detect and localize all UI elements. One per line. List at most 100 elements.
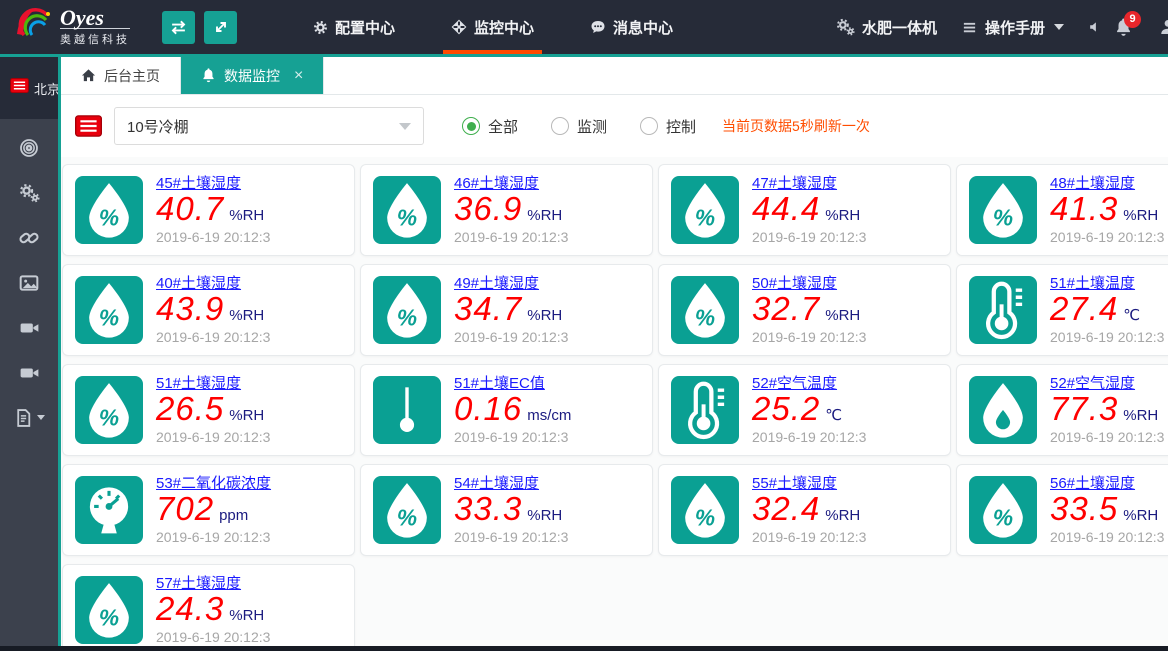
sensor-timestamp: 2019-6-19 20:12:3 (156, 529, 271, 545)
sensor-unit: %RH (1123, 507, 1159, 524)
sidebar-nav (0, 119, 58, 440)
sensor-value: 702 (156, 490, 215, 527)
sensor-value: 33.5 (1050, 490, 1119, 527)
sensor-title-link[interactable]: 54#土壤湿度 (454, 475, 540, 492)
target-icon[interactable] (0, 125, 58, 170)
sensor-card[interactable]: 51#土壤温度 27.4 ℃ 2019-6-19 20:12:3 (956, 264, 1168, 356)
sensor-title-link[interactable]: 49#土壤湿度 (454, 275, 540, 292)
home-icon (81, 68, 96, 83)
sensor-card[interactable]: 51#土壤EC值 0.16 ms/cm 2019-6-19 20:12:3 (360, 364, 653, 456)
image-icon[interactable] (0, 260, 58, 305)
header-right: 水肥一体机 操作手册 9 (836, 10, 1168, 38)
sensor-card[interactable]: % 48#土壤湿度 41.3 %RH 2019-6-19 20:12:3 (956, 164, 1168, 256)
sensor-value: 27.4 (1050, 290, 1119, 327)
camera-icon[interactable] (0, 350, 58, 395)
top-header: Oyes 奥越信科技 配置中心 (0, 0, 1168, 57)
sensor-title-link[interactable]: 51#土壤EC值 (454, 375, 545, 392)
sensor-card[interactable]: % 57#土壤湿度 24.3 %RH 2019-6-19 20:12:3 (62, 564, 355, 651)
tab-bar: 后台主页 数据监控 × (61, 57, 1168, 95)
radio-control[interactable]: 控制 (640, 116, 696, 137)
sensor-card[interactable]: % 46#土壤湿度 36.9 %RH 2019-6-19 20:12:3 (360, 164, 653, 256)
sensor-card[interactable]: % 54#土壤湿度 33.3 %RH 2019-6-19 20:12:3 (360, 464, 653, 556)
nav-message-center[interactable]: 消息中心 (576, 0, 687, 54)
soil-moisture-icon: % (671, 276, 739, 344)
sensor-title-link[interactable]: 45#土壤湿度 (156, 175, 242, 192)
sensor-title-link[interactable]: 55#土壤湿度 (752, 475, 838, 492)
soil-moisture-icon: % (75, 576, 143, 644)
sensor-unit: %RH (527, 507, 563, 524)
soil-moisture-icon: % (969, 476, 1037, 544)
sensor-title-link[interactable]: 51#土壤湿度 (156, 375, 242, 392)
nav-monitor-center[interactable]: 监控中心 (437, 0, 548, 54)
sensor-title-link[interactable]: 52#空气温度 (752, 375, 838, 392)
swap-icon[interactable] (162, 10, 195, 44)
gears-icon (836, 18, 855, 36)
sensor-value: 33.3 (454, 490, 523, 527)
sensor-title-link[interactable]: 56#土壤湿度 (1050, 475, 1136, 492)
close-icon[interactable]: × (294, 66, 304, 84)
sensor-card[interactable]: % 49#土壤湿度 34.7 %RH 2019-6-19 20:12:3 (360, 264, 653, 356)
region-indicator[interactable]: 北京 (0, 57, 58, 119)
ec-probe-icon (373, 376, 441, 444)
volume-icon[interactable] (1088, 20, 1102, 34)
tab-label: 数据监控 (224, 67, 280, 84)
sensor-unit: %RH (527, 207, 563, 224)
sensor-card[interactable]: 53#二氧化碳浓度 702 ppm 2019-6-19 20:12:3 (62, 464, 355, 556)
expand-icon[interactable] (204, 10, 237, 44)
sensor-title-link[interactable]: 40#土壤湿度 (156, 275, 242, 292)
camera-icon[interactable] (0, 305, 58, 350)
sensor-timestamp: 2019-6-19 20:12:3 (454, 429, 569, 445)
soil-moisture-icon: % (969, 176, 1037, 244)
chevron-down-icon (399, 122, 411, 130)
radio-dot (462, 117, 480, 135)
user-icon[interactable] (1159, 18, 1168, 36)
sensor-card[interactable]: % 56#土壤湿度 33.5 %RH 2019-6-19 20:12:3 (956, 464, 1168, 556)
sensor-title-link[interactable]: 47#土壤湿度 (752, 175, 838, 192)
gears-icon[interactable] (0, 170, 58, 215)
radio-all[interactable]: 全部 (462, 116, 518, 137)
red-list-icon[interactable] (75, 115, 102, 137)
svg-text:%: % (695, 205, 715, 231)
sensor-value: 40.7 (156, 190, 225, 227)
fertigation-machine-link[interactable]: 水肥一体机 (836, 17, 937, 38)
sensor-title-link[interactable]: 46#土壤湿度 (454, 175, 540, 192)
manual-dropdown[interactable]: 操作手册 (961, 17, 1064, 38)
notification-badge: 9 (1124, 10, 1141, 28)
logo-arcs-icon (14, 6, 56, 49)
brand-logo[interactable]: Oyes 奥越信科技 (14, 6, 130, 49)
notification-bell[interactable]: 9 (1114, 10, 1141, 37)
svg-text:%: % (397, 205, 417, 231)
tab-home[interactable]: 后台主页 (61, 57, 181, 94)
greenhouse-select[interactable]: 10号冷棚 (114, 107, 424, 145)
sensor-title-link[interactable]: 48#土壤湿度 (1050, 175, 1136, 192)
nav-config-center[interactable]: 配置中心 (299, 0, 409, 54)
tab-data-monitor[interactable]: 数据监控 × (181, 57, 325, 94)
sensor-title-link[interactable]: 51#土壤温度 (1050, 275, 1136, 292)
document-icon[interactable] (0, 395, 58, 440)
sensor-timestamp: 2019-6-19 20:12:3 (1050, 329, 1165, 345)
gear-icon (313, 20, 328, 35)
sensor-card[interactable]: % 40#土壤湿度 43.9 %RH 2019-6-19 20:12:3 (62, 264, 355, 356)
sensor-title-link[interactable]: 53#二氧化碳浓度 (156, 475, 272, 492)
sensor-title-link[interactable]: 52#空气湿度 (1050, 375, 1136, 392)
sensor-title-link[interactable]: 57#土壤湿度 (156, 575, 242, 592)
svg-text:%: % (99, 605, 119, 631)
radio-monitor[interactable]: 监测 (551, 116, 607, 137)
radio-dot (640, 117, 659, 135)
header-toolbar (162, 10, 237, 44)
thermometer-icon (969, 276, 1037, 344)
sensor-card[interactable]: % 45#土壤湿度 40.7 %RH 2019-6-19 20:12:3 (62, 164, 355, 256)
sensor-card[interactable]: % 55#土壤湿度 32.4 %RH 2019-6-19 20:12:3 (658, 464, 951, 556)
sensor-card[interactable]: % 47#土壤湿度 44.4 %RH 2019-6-19 20:12:3 (658, 164, 951, 256)
sensor-card[interactable]: 52#空气湿度 77.3 %RH 2019-6-19 20:12:3 (956, 364, 1168, 456)
sensor-card[interactable]: 52#空气温度 25.2 ℃ 2019-6-19 20:12:3 (658, 364, 951, 456)
sensor-unit: %RH (229, 307, 265, 324)
sensor-unit: %RH (229, 607, 265, 624)
sensor-card[interactable]: % 51#土壤湿度 26.5 %RH 2019-6-19 20:12:3 (62, 364, 355, 456)
nav-label: 监控中心 (474, 19, 535, 37)
region-label: 北京 (34, 81, 58, 97)
sensor-card[interactable]: % 50#土壤湿度 32.7 %RH 2019-6-19 20:12:3 (658, 264, 951, 356)
radio-dot (551, 117, 570, 135)
link-icon[interactable] (0, 215, 58, 260)
sensor-title-link[interactable]: 50#土壤湿度 (752, 275, 838, 292)
